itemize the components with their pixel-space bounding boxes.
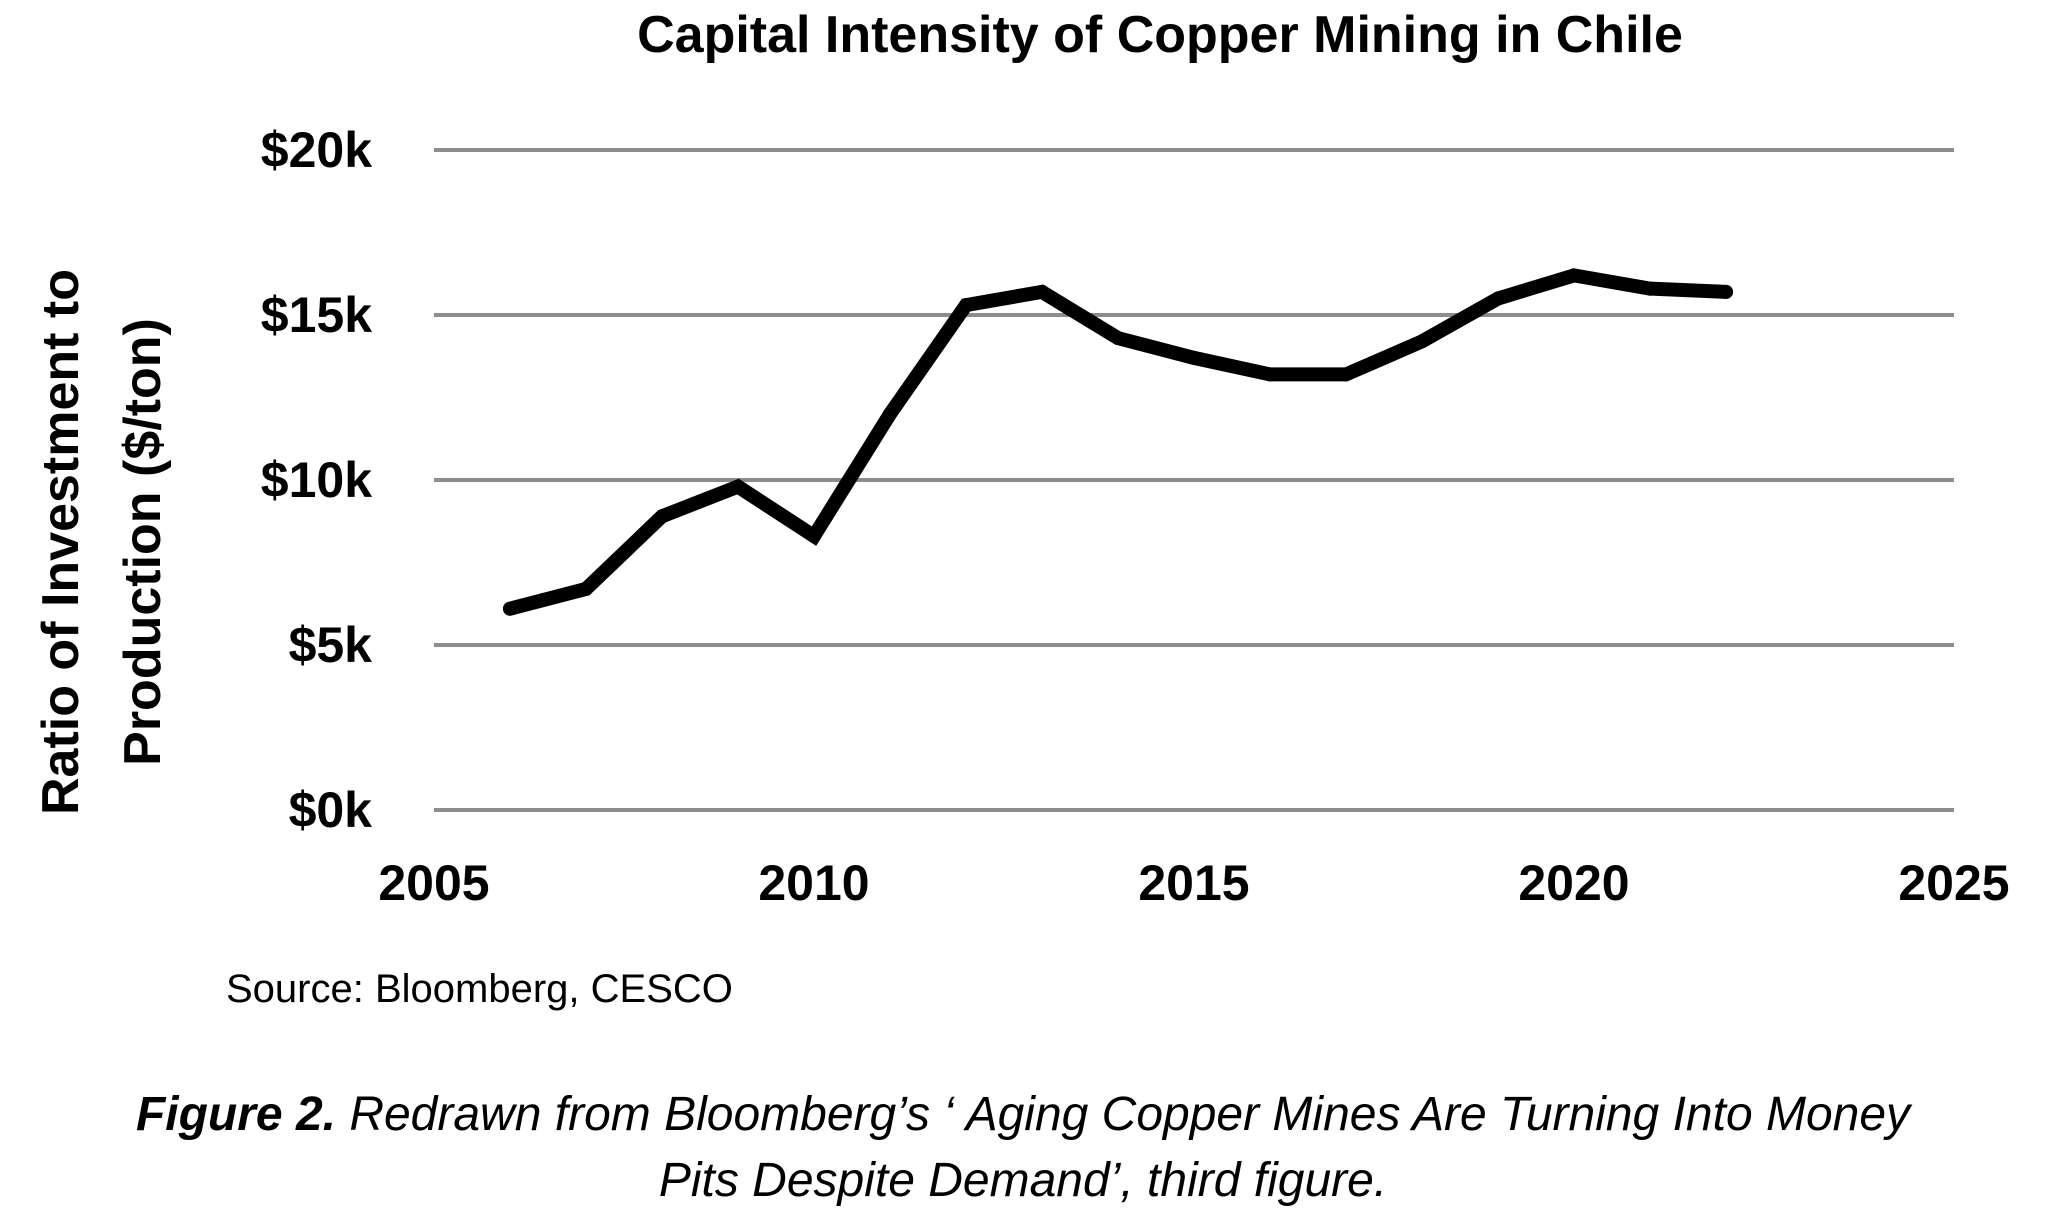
data-point <box>655 509 669 524</box>
data-point <box>807 529 821 544</box>
data-point <box>1643 281 1657 296</box>
data-point <box>1339 367 1353 382</box>
series-line <box>503 268 1733 616</box>
figure-caption-line-2: Pits Despite Demand’, third figure. <box>659 1154 1387 1207</box>
series-group <box>503 268 1733 616</box>
data-point <box>579 581 593 596</box>
data-point <box>503 601 517 616</box>
x-tick-label: 2005 <box>378 855 489 911</box>
data-point <box>883 407 897 421</box>
gridlines <box>434 148 1954 812</box>
figure-caption-text: Redrawn from Bloomberg’s ‘ Aging Copper … <box>336 1088 1913 1141</box>
figure-caption-label: Figure 2. <box>136 1088 336 1141</box>
data-point <box>1567 268 1581 283</box>
y-axis-label: Ratio of Investment to Production ($/ton… <box>32 269 172 815</box>
data-point <box>1187 350 1201 365</box>
y-axis-label-line-2: Production ($/ton) <box>114 318 172 766</box>
x-tick-labels: 2005 2010 2015 2020 2025 <box>378 855 2009 911</box>
data-point <box>1111 331 1125 346</box>
x-tick-label: 2020 <box>1518 855 1629 911</box>
y-tick-label: $15k <box>261 287 372 343</box>
source-note: Source: Bloomberg, CESCO <box>226 967 733 1011</box>
x-tick-label: 2010 <box>758 855 869 911</box>
data-point <box>731 479 745 494</box>
y-tick-labels: $0k $5k $10k $15k $20k <box>261 122 372 838</box>
data-point <box>959 298 973 313</box>
y-tick-label: $10k <box>261 452 372 508</box>
x-tick-label: 2025 <box>1898 855 2009 911</box>
y-axis-label-line-1: Ratio of Investment to <box>32 269 90 815</box>
y-tick-label: $5k <box>289 617 373 673</box>
figure-caption-line-1: Figure 2. Redrawn from Bloomberg’s ‘ Agi… <box>136 1088 1913 1141</box>
data-point <box>1719 284 1733 299</box>
x-tick-label: 2015 <box>1138 855 1249 911</box>
data-point <box>1035 284 1049 299</box>
chart-title: Capital Intensity of Copper Mining in Ch… <box>637 6 1683 64</box>
data-point <box>1415 334 1429 349</box>
data-point <box>1491 291 1505 306</box>
data-point <box>1263 367 1277 382</box>
y-tick-label: $0k <box>289 782 373 838</box>
y-tick-label: $20k <box>261 122 372 178</box>
